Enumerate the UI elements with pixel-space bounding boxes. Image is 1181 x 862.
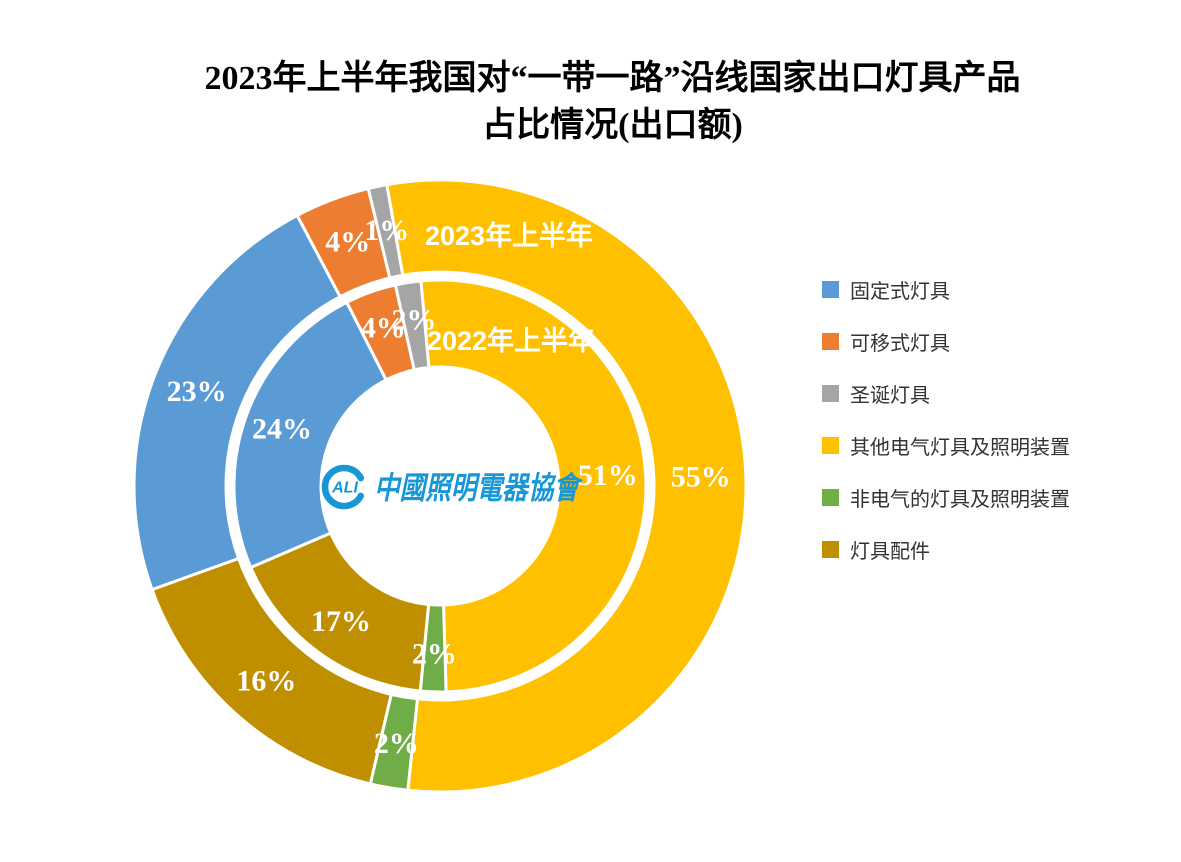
ring-label-outer: 2023年上半年 [425,220,593,251]
legend-label: 固定式灯具 [850,280,950,303]
legend-swatch-icon [822,332,839,350]
legend: 固定式灯具可移式灯具圣诞灯具其他电气灯具及照明装置 非电气的灯具及照明装置 灯具配件 [822,263,1070,575]
legend-swatch-icon [822,280,839,298]
legend-item-cat0: 固定式灯具 [822,263,1070,315]
chart-title: 2023年上半年我国对“一带一路”沿线国家出口灯具产品 占比情况(出口额) [60,55,1165,149]
legend-item-cat2: 圣诞灯具 [822,367,1070,419]
slice-outer-cat3 [385,178,748,794]
legend-swatch-icon [822,384,839,402]
data-label-outer-cat4: 2% [374,727,419,760]
logo-association-name: 中國照明電器協會 [374,471,583,506]
legend-label: 可移式灯具 [850,332,950,355]
legend-swatch-icon [822,488,839,506]
logo-mark-text: ALI [331,480,358,497]
legend-label: 圣诞灯具 [850,384,930,407]
data-label-inner-cat2: 2% [392,304,437,337]
data-label-inner-cat0: 24% [252,412,312,445]
legend-swatch-icon [822,436,839,454]
chart-title-line2: 占比情况(出口额) [482,107,743,144]
slice-inner-cat3 [419,278,648,694]
legend-item-cat1: 可移式灯具 [822,315,1070,367]
data-label-inner-cat4: 2% [412,637,457,670]
logo-c-ring-icon [321,464,365,510]
ring-label-inner: 2022年上半年 [427,325,595,356]
slice-outer-cat5 [150,556,393,786]
legend-item-cat5: 灯具配件 [822,523,1070,575]
data-label-inner-cat5: 17% [311,605,371,638]
legend-label: 非电气的灯具及照明装置 [850,488,1070,511]
slice-inner-cat0 [232,300,388,569]
slice-outer-cat0 [132,213,342,592]
legend-label: 灯具配件 [850,540,930,563]
data-label-inner-cat3: 51% [578,459,638,492]
data-label-outer-cat5: 16% [236,664,296,697]
chart-title-line1: 2023年上半年我国对“一带一路”沿线国家出口灯具产品 [204,60,1021,97]
legend-label: 其他电气灯具及照明装置 [850,436,1070,459]
data-label-outer-cat2: 1% [364,214,409,247]
legend-item-cat4: 非电气的灯具及照明装置 [822,471,1070,523]
data-label-outer-cat3: 55% [671,461,731,494]
legend-item-cat3: 其他电气灯具及照明装置 [822,419,1070,471]
legend-swatch-icon [822,540,839,558]
center-logo: ALI 中國照明電器協會 [321,464,583,510]
data-label-inner-cat1: 4% [361,311,406,344]
data-label-outer-cat1: 4% [325,225,370,258]
slice-inner-cat5 [249,531,431,693]
data-label-outer-cat0: 23% [167,375,227,408]
